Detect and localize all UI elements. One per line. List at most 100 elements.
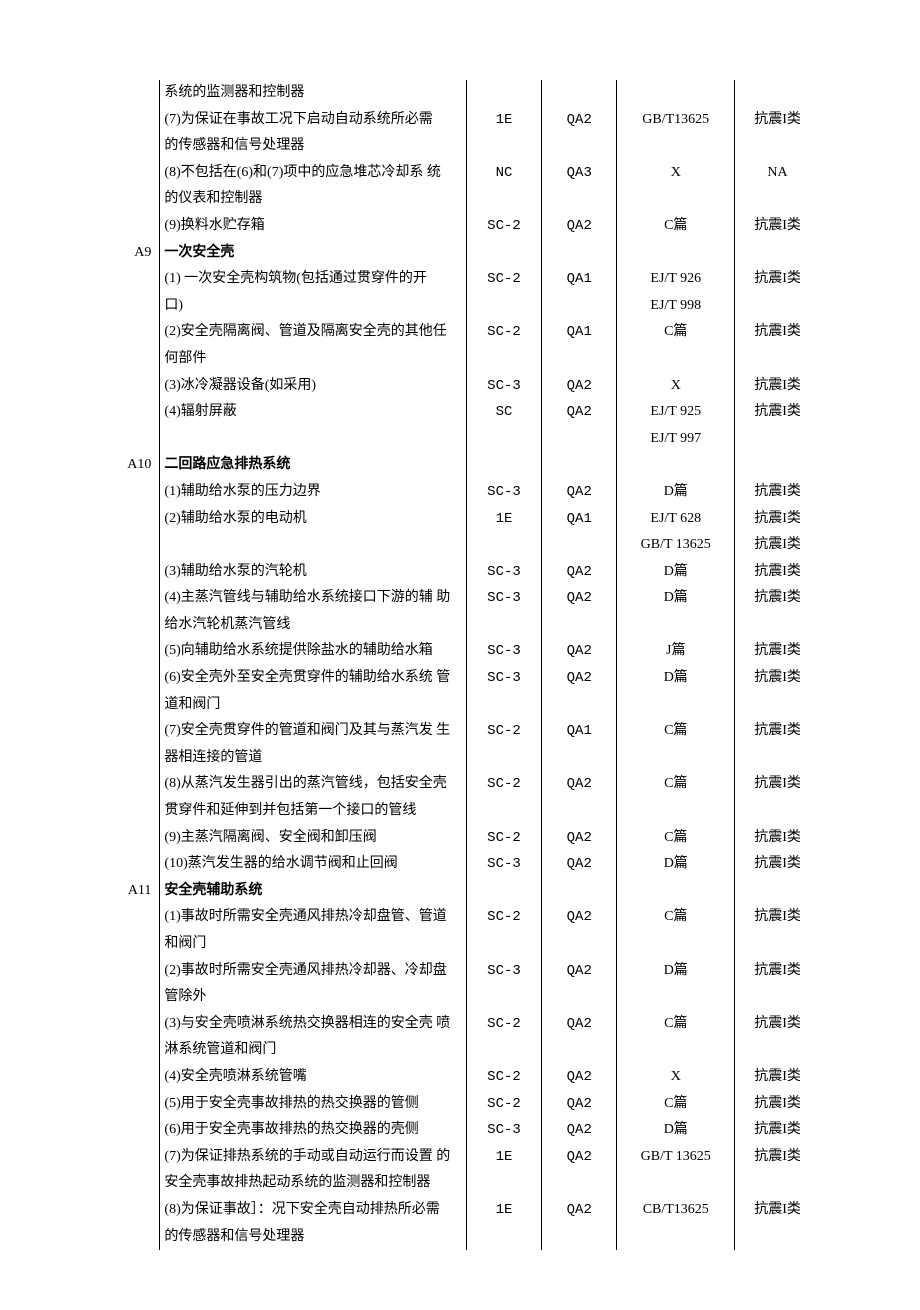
table-row: (4)辐射屏蔽SCQA2EJ/T 925抗震I类 [100,399,820,426]
row-qa-cell: QA1 [542,718,617,745]
row-qa-cell: QA2 [542,904,617,931]
row-id-cell [100,851,160,878]
row-class-cell: SC-2 [466,1011,541,1038]
row-class-cell [466,240,541,267]
table-row: (1)辅助给水泵的压力边界SC-3QA2D篇抗震I类 [100,479,820,506]
row-id-cell: A9 [100,240,160,267]
table-row: 淋系统管道和阀门 [100,1037,820,1064]
row-qa-cell [542,798,617,825]
row-class-cell: SC-3 [466,373,541,400]
row-id-cell [100,931,160,958]
row-standard-cell [617,346,735,373]
row-standard-cell: CB/T13625 [617,1197,735,1224]
row-standard-cell: J篇 [617,638,735,665]
row-desc-cell: (7)安全壳贯穿件的管道和阀门及其与蒸汽发 生 [160,718,466,745]
row-id-cell [100,532,160,559]
row-desc-cell: (5)向辅助给水系统提供除盐水的辅助给水箱 [160,638,466,665]
row-qa-cell: QA2 [542,1091,617,1118]
row-desc-cell: (3)与安全壳喷淋系统热交换器相连的安全壳 喷 [160,1011,466,1038]
row-desc-cell: 安全壳事故排热起动系统的监测器和控制器 [160,1170,466,1197]
row-id-cell [100,373,160,400]
table-row: (8)从蒸汽发生器引出的蒸汽管线，包括安全壳SC-2QA2C篇抗震I类 [100,771,820,798]
row-seismic-cell: 抗震I类 [735,213,820,240]
row-standard-cell: GB/T 13625 [617,1144,735,1171]
row-standard-cell: D篇 [617,851,735,878]
row-class-cell: SC-3 [466,638,541,665]
row-id-cell [100,904,160,931]
row-desc-cell: 贯穿件和延伸到并包括第一个接口的管线 [160,798,466,825]
row-class-cell [466,293,541,320]
table-row: (3)与安全壳喷淋系统热交换器相连的安全壳 喷SC-2QA2C篇抗震I类 [100,1011,820,1038]
row-standard-cell: D篇 [617,1117,735,1144]
table-row: 器相连接的管道 [100,745,820,772]
row-id-cell [100,319,160,346]
table-row: (2)事故时所需安全壳通风排热冷却器、冷却盘SC-3QA2D篇抗震I类 [100,958,820,985]
row-qa-cell [542,878,617,905]
row-standard-cell: C篇 [617,319,735,346]
row-id-cell [100,160,160,187]
row-id-cell [100,399,160,426]
row-class-cell [466,798,541,825]
row-standard-cell: C篇 [617,718,735,745]
row-qa-cell: QA2 [542,958,617,985]
row-class-cell: SC-3 [466,665,541,692]
row-qa-cell: QA2 [542,665,617,692]
row-desc-cell: 安全壳辅助系统 [160,878,466,905]
row-seismic-cell: 抗震I类 [735,1064,820,1091]
row-class-cell: 1E [466,1144,541,1171]
row-desc-cell: (1)事故时所需安全壳通风排热冷却盘管、管道 [160,904,466,931]
row-qa-cell: QA2 [542,1144,617,1171]
row-qa-cell [542,532,617,559]
row-class-cell: SC-2 [466,319,541,346]
row-id-cell: A11 [100,878,160,905]
row-qa-cell: QA2 [542,213,617,240]
row-class-cell [466,1037,541,1064]
row-desc-cell: (4)安全壳喷淋系统管嘴 [160,1064,466,1091]
table-body: 系统的监测器和控制器(7)为保证在事故工况下启动自动系统所必需1EQA2GB/T… [100,80,820,1250]
row-standard-cell [617,878,735,905]
row-class-cell: 1E [466,1197,541,1224]
row-desc-cell: (6)用于安全壳事故排热的热交换器的壳侧 [160,1117,466,1144]
row-desc-cell: (9)主蒸汽隔离阀、安全阀和卸压阀 [160,825,466,852]
table-row: (3)冰冷凝器设备(如采用)SC-3QA2X抗震I类 [100,373,820,400]
row-seismic-cell: 抗震I类 [735,958,820,985]
row-desc-cell: (2)辅助给水泵的电动机 [160,506,466,533]
row-qa-cell [542,293,617,320]
row-standard-cell [617,133,735,160]
row-desc-cell: (10)蒸汽发生器的给水调节阀和止回阀 [160,851,466,878]
row-standard-cell: C篇 [617,213,735,240]
row-id-cell [100,80,160,107]
row-seismic-cell: 抗震I类 [735,825,820,852]
row-class-cell: SC-3 [466,851,541,878]
table-row: (5)用于安全壳事故排热的热交换器的管侧SC-2QA2C篇抗震I类 [100,1091,820,1118]
row-seismic-cell: 抗震I类 [735,373,820,400]
row-seismic-cell [735,80,820,107]
row-id-cell [100,692,160,719]
row-class-cell [466,984,541,1011]
row-desc-cell: 给水汽轮机蒸汽管线 [160,612,466,639]
table-row: (6)用于安全壳事故排热的热交换器的壳侧SC-3QA2D篇抗震I类 [100,1117,820,1144]
row-id-cell [100,718,160,745]
row-seismic-cell [735,798,820,825]
row-qa-cell: QA2 [542,585,617,612]
row-class-cell: SC-2 [466,718,541,745]
row-desc-cell: (4)主蒸汽管线与辅助给水系统接口下游的辅 助 [160,585,466,612]
row-standard-cell: C篇 [617,1091,735,1118]
table-row: 口)EJ/T 998 [100,293,820,320]
row-standard-cell: EJ/T 925 [617,399,735,426]
table-row: A10二回路应急排热系统 [100,452,820,479]
row-id-cell [100,1117,160,1144]
row-id-cell [100,1224,160,1251]
row-standard-cell [617,692,735,719]
row-desc-cell: 器相连接的管道 [160,745,466,772]
row-class-cell: SC-2 [466,1091,541,1118]
document-page: 系统的监测器和控制器(7)为保证在事故工况下启动自动系统所必需1EQA2GB/T… [0,0,920,1310]
row-desc-cell: (7)为保证排热系统的手动或自动运行而设置 的 [160,1144,466,1171]
row-standard-cell [617,745,735,772]
row-qa-cell: QA2 [542,1064,617,1091]
row-seismic-cell: NA [735,160,820,187]
table-row: 安全壳事故排热起动系统的监测器和控制器 [100,1170,820,1197]
row-class-cell [466,931,541,958]
row-qa-cell [542,984,617,1011]
row-class-cell [466,186,541,213]
